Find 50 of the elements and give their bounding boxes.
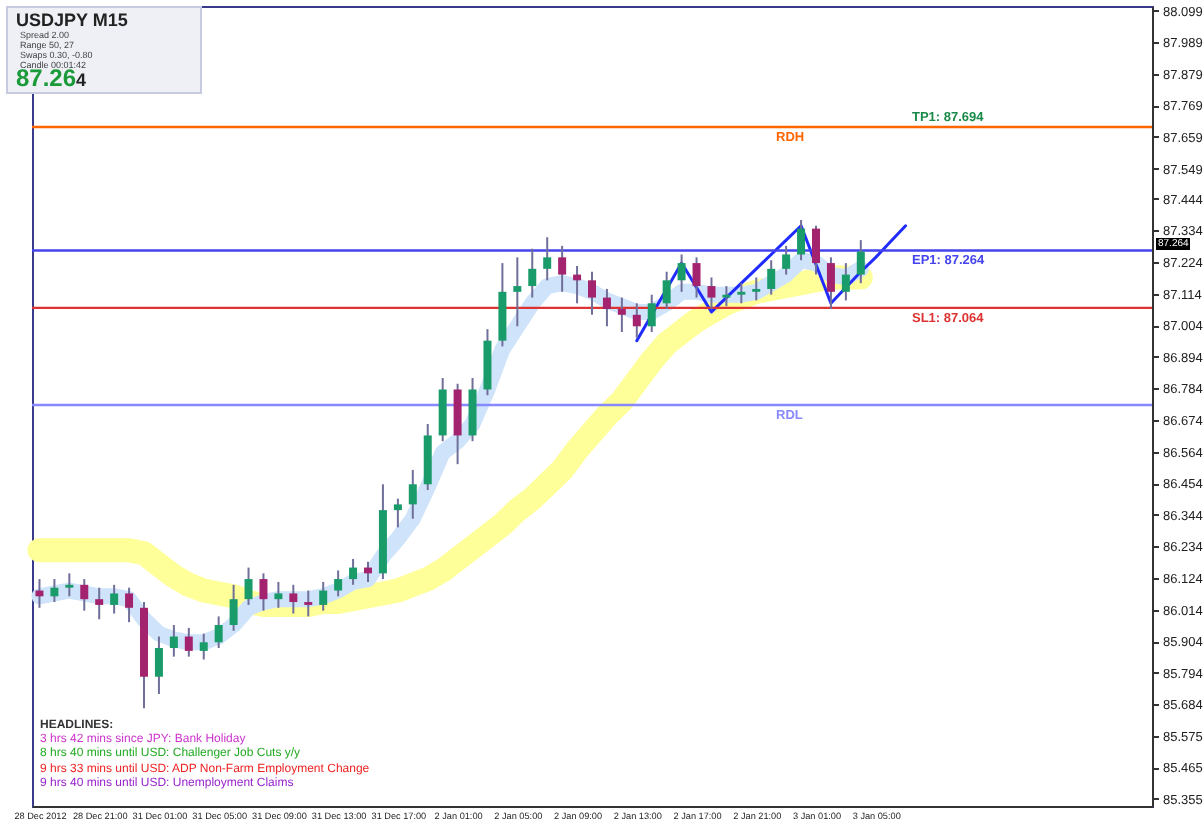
candlestick	[812, 224, 820, 276]
candlestick	[453, 382, 462, 466]
candlestick	[632, 302, 641, 339]
candlestick	[647, 293, 656, 334]
candlestick	[707, 276, 716, 311]
candlestick	[513, 256, 522, 328]
candlestick	[826, 256, 835, 311]
candlestick	[767, 259, 776, 296]
candlestick	[184, 626, 193, 658]
chart-title: USDJPY M15	[16, 10, 128, 30]
candlestick	[692, 256, 701, 299]
candlestick	[468, 376, 477, 443]
candlestick	[438, 376, 447, 443]
candlestick	[617, 296, 626, 334]
candlestick	[797, 219, 806, 262]
candlestick	[602, 287, 611, 328]
candlestick	[95, 586, 104, 621]
candlestick	[856, 239, 865, 285]
candlestick	[289, 583, 298, 615]
candlestick	[737, 282, 746, 305]
candlestick	[319, 580, 328, 612]
candlestick	[528, 247, 537, 299]
candlestick	[662, 270, 671, 311]
candlestick	[65, 572, 74, 598]
candlestick	[169, 624, 178, 658]
candlestick	[408, 468, 417, 520]
candlestick	[304, 589, 313, 618]
candlestick	[50, 578, 59, 604]
candlestick	[782, 244, 791, 276]
candlestick	[259, 572, 268, 612]
candlestick	[558, 244, 567, 293]
candlestick	[125, 586, 134, 624]
candlestick	[229, 583, 238, 632]
candlestick	[677, 253, 686, 293]
candlestick	[841, 262, 850, 302]
candlestick	[393, 497, 402, 529]
candlestick	[588, 270, 596, 316]
candlestick	[110, 583, 119, 615]
candlestick	[199, 632, 208, 661]
line-series	[635, 224, 908, 343]
candlestick	[752, 276, 761, 302]
candlestick	[80, 578, 89, 612]
candlestick	[543, 236, 552, 282]
candlestick	[349, 557, 358, 586]
candlestick	[722, 285, 731, 308]
candlestick	[244, 566, 253, 606]
candlestick	[274, 580, 283, 609]
candlestick	[214, 615, 223, 650]
candlestick	[334, 569, 343, 598]
candlestick	[154, 635, 163, 695]
